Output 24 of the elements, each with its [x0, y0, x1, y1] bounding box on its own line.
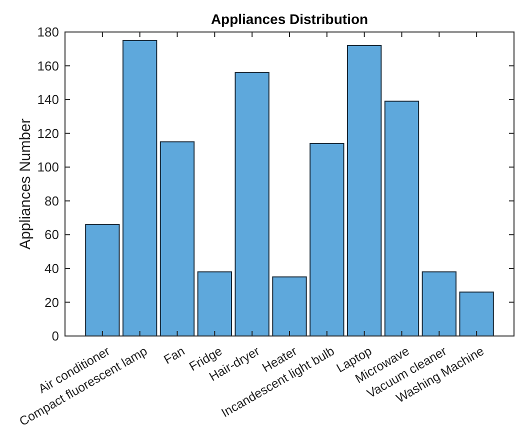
x-tick-label: Fan [161, 344, 188, 367]
y-tick-label: 80 [44, 193, 59, 208]
bar [197, 271, 232, 336]
y-tick-label: 0 [52, 328, 59, 344]
bar [160, 141, 195, 336]
y-tick-label: 60 [44, 227, 59, 242]
y-tick-label: 40 [44, 260, 59, 276]
y-tick-label: 120 [37, 126, 59, 141]
bar [346, 45, 382, 336]
bar [310, 142, 344, 336]
y-tick-label: 20 [44, 294, 59, 310]
bar [122, 40, 158, 336]
bar [384, 100, 420, 336]
y-axis-title: Appliances Number [17, 118, 34, 250]
bar [234, 72, 270, 336]
bar [85, 224, 120, 336]
chart-title: Appliances Distribution [210, 11, 368, 27]
y-tick-label: 100 [37, 160, 59, 175]
y-tick-label: 180 [37, 24, 59, 40]
y-tick-label: 160 [37, 58, 59, 74]
bar [459, 292, 494, 336]
y-tick-label: 140 [37, 92, 59, 108]
bar [272, 276, 307, 336]
bar [422, 271, 457, 336]
